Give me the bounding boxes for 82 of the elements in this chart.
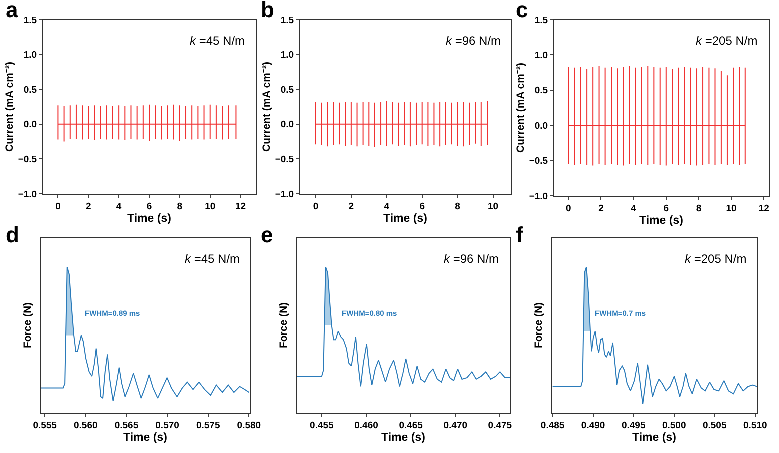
chart-title: c xyxy=(516,0,528,22)
y-tick-label: −1.0 xyxy=(529,191,548,202)
y-tick-label: −0.5 xyxy=(529,156,549,168)
y-axis-title: Current (mA cm⁻²) xyxy=(4,62,16,152)
x-axis-title: Time (s) xyxy=(382,432,426,444)
x-tick-label: 0.505 xyxy=(702,420,728,432)
y-axis-title: Force (N) xyxy=(532,302,545,349)
y-tick-label: 1.5 xyxy=(534,15,549,26)
text: k =45 N/m xyxy=(185,252,240,266)
y-tick-label: 1.0 xyxy=(534,50,548,62)
y-tick-label: 1.5 xyxy=(24,15,38,26)
y-axis-title: Current (mA cm⁻²) xyxy=(515,63,528,153)
x-tick-label: 10 xyxy=(726,203,737,214)
y-tick-label: 1.0 xyxy=(24,50,38,62)
x-tick-label: 12 xyxy=(236,201,246,212)
x-tick-label: 0.510 xyxy=(743,420,768,432)
x-tick-label: 0.555 xyxy=(33,420,58,432)
x-tick-label: 2 xyxy=(86,201,92,212)
x-tick-label: 0.465 xyxy=(399,420,424,432)
x-tick-label: 8 xyxy=(177,201,183,212)
x-tick-label: 2 xyxy=(348,201,354,212)
x-axis-title: Time (s) xyxy=(128,212,172,225)
x-tick-label: 0.570 xyxy=(156,420,180,432)
y-tick-label: 0.0 xyxy=(534,120,548,132)
x-tick-label: 0.495 xyxy=(622,420,646,432)
x-tick-label: 0.565 xyxy=(114,420,140,432)
x-tick-label: 6 xyxy=(146,201,152,212)
chart-title: f xyxy=(516,222,524,248)
x-tick-label: 0 xyxy=(56,201,61,212)
line-series xyxy=(315,100,488,148)
annotation: k =45 N/m xyxy=(190,34,246,48)
y-tick-label: 0.5 xyxy=(24,84,38,96)
x-tick-label: 4 xyxy=(116,201,122,212)
y-tick-label: 1.5 xyxy=(280,15,295,26)
x-tick-label: 0 xyxy=(313,201,319,212)
x-axis-title: Time (s) xyxy=(124,432,168,444)
y-tick-label: −0.5 xyxy=(275,154,295,166)
x-tick-label: 6 xyxy=(664,203,670,214)
x-tick-label: 8 xyxy=(696,203,702,214)
x-tick-label: 0.455 xyxy=(310,420,335,432)
text: k =96 N/m xyxy=(444,252,500,266)
chart-title: b xyxy=(261,0,274,22)
annotation: k =205 N/m xyxy=(696,34,758,48)
x-tick-label: 4 xyxy=(384,201,390,212)
line-series xyxy=(568,66,746,166)
x-tick-label: 10 xyxy=(205,201,216,212)
line-series xyxy=(58,104,237,142)
y-tick-label: −1.0 xyxy=(18,189,38,200)
y-axis-title: Force (N) xyxy=(278,302,290,349)
x-tick-label: 2 xyxy=(598,203,604,214)
y-tick-label: −1.0 xyxy=(275,189,294,200)
x-tick-label: 0.580 xyxy=(237,420,262,432)
chart-title: d xyxy=(6,222,20,248)
y-tick-label: 0.5 xyxy=(534,86,549,97)
y-axis-title: Current (mA cm⁻²) xyxy=(261,62,274,152)
text: k =205 N/m xyxy=(685,252,747,266)
x-axis-title: Time (s) xyxy=(384,212,428,225)
x-axis-title: Time (s) xyxy=(640,214,684,227)
x-tick-label: 0.575 xyxy=(196,420,221,432)
x-tick-label: 0.470 xyxy=(444,420,468,432)
x-axis-title: Time (s) xyxy=(632,432,677,444)
x-tick-label: 0 xyxy=(566,203,572,214)
x-tick-label: 4 xyxy=(631,203,638,214)
y-tick-label: 0.0 xyxy=(280,120,294,131)
x-tick-label: 12 xyxy=(758,203,770,214)
x-tick-label: 0.475 xyxy=(488,420,513,432)
x-tick-label: 0.460 xyxy=(354,420,378,432)
y-axis-title: Force (N) xyxy=(22,302,34,349)
chart-title: a xyxy=(6,0,19,22)
x-tick-label: 10 xyxy=(488,201,499,212)
x-tick-label: 0.500 xyxy=(662,420,686,432)
x-tick-label: 0.490 xyxy=(581,420,606,432)
x-tick-label: 8 xyxy=(455,201,460,212)
y-tick-label: 0.0 xyxy=(24,120,38,131)
y-tick-label: 0.5 xyxy=(280,84,295,96)
annotation: k =96 N/m xyxy=(446,34,502,48)
x-tick-label: 0.485 xyxy=(540,420,566,432)
x-tick-label: 6 xyxy=(420,201,425,212)
y-tick-label: −0.5 xyxy=(18,154,38,166)
y-tick-label: 1.0 xyxy=(280,50,294,62)
chart-title: e xyxy=(261,222,274,248)
x-tick-label: 0.560 xyxy=(74,420,98,432)
